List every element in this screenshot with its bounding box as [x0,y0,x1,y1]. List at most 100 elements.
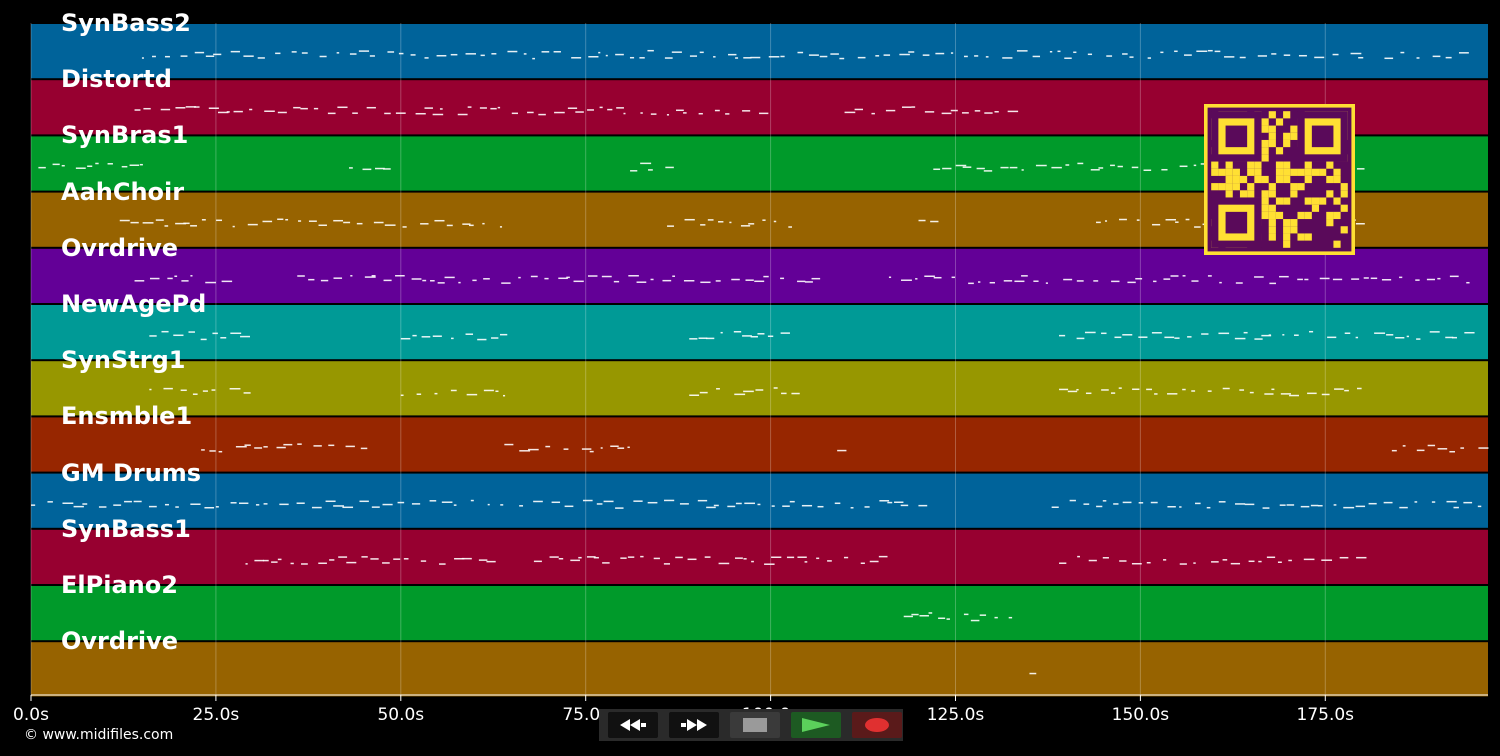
qr-module [1211,161,1219,169]
note-mark [383,279,392,282]
note-mark [412,334,417,337]
note-mark [491,337,499,339]
stop-button[interactable] [730,712,780,738]
note-mark [1321,393,1330,396]
note-mark [684,218,695,221]
qr-module [1275,197,1284,205]
note-mark [1114,336,1122,339]
note-mark [757,503,761,506]
note-mark [243,392,251,394]
note-mark [482,222,485,225]
note-mark [930,220,939,223]
note-mark [742,110,751,112]
note-mark [1218,332,1230,335]
note-mark [262,559,269,562]
qr-module [1319,168,1327,176]
note-mark [650,278,654,281]
note-mark [1235,282,1243,284]
qr-module [1261,197,1269,205]
note-mark [185,106,197,108]
note-mark [1143,169,1152,171]
note-mark [230,502,237,504]
note-mark [1164,336,1175,339]
note-mark [532,57,535,60]
tick-label: 150.0s [1111,705,1170,725]
note-mark [327,112,336,115]
note-mark [398,52,404,55]
note-mark [175,107,186,109]
qr-module [1261,175,1269,184]
play-icon [802,718,830,732]
qr-module [1283,111,1291,119]
note-mark [1458,52,1469,54]
note-mark [1344,389,1349,392]
qr-module [1268,204,1276,212]
qr-module [1268,125,1276,133]
note-mark [247,223,258,226]
fast-forward-button[interactable] [669,712,719,738]
note-mark [1355,505,1366,508]
qr-code [1204,104,1355,255]
note-mark [558,277,568,280]
note-mark [715,280,721,282]
note-mark [1170,275,1179,277]
note-mark [1152,223,1161,226]
note-mark [1113,503,1119,505]
note-mark [791,392,800,395]
play-button[interactable] [791,712,841,738]
note-mark [763,275,769,278]
note-mark [1118,387,1122,389]
note-mark [844,111,856,114]
qr-module [1239,175,1248,184]
qr-module [1275,147,1284,155]
note-mark [47,501,53,503]
note-mark [359,500,369,503]
note-mark [149,335,157,337]
tick-label: 0.0s [13,705,49,725]
note-mark [1111,280,1120,283]
note-mark [402,226,407,228]
note-mark [254,447,263,449]
note-mark [230,332,242,335]
qr-module [1232,175,1240,184]
note-mark [375,167,385,170]
note-mark [1122,501,1132,504]
note-mark [751,560,754,563]
note-mark [511,112,519,115]
note-mark [1279,275,1289,278]
qr-module [1319,197,1327,205]
note-mark [676,109,684,112]
qr-module [1304,175,1312,184]
qr-module [1225,161,1233,169]
note-mark [200,338,207,341]
note-mark [601,275,612,278]
note-mark [432,335,442,337]
note-mark [430,280,435,282]
qr-module [1268,139,1276,148]
note-mark [283,443,293,446]
note-mark [318,562,327,565]
note-mark [349,53,357,55]
note-mark [1154,393,1158,395]
note-mark [750,335,758,338]
note-mark [470,499,474,502]
note-mark [180,389,187,392]
note-mark [1076,280,1084,282]
record-button[interactable] [852,712,902,738]
note-mark [329,559,335,561]
note-mark [667,225,674,227]
note-mark [130,221,139,224]
tick-label: 175.0s [1296,705,1355,725]
qr-module [1311,204,1320,212]
note-mark [201,219,206,221]
note-mark [699,391,708,394]
note-mark [549,556,559,558]
note-mark [313,107,319,110]
note-mark [1249,391,1254,394]
rewind-button[interactable] [608,712,658,738]
note-mark [623,112,626,115]
note-mark [1268,334,1272,336]
note-mark [662,279,672,282]
note-mark [1045,282,1048,284]
note-mark [230,50,240,53]
